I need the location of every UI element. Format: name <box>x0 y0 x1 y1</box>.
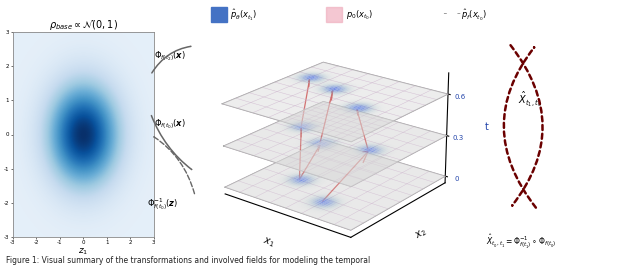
Y-axis label: $x_2$: $x_2$ <box>413 226 429 242</box>
Text: $\hat{X}_{t_1,t_0}$: $\hat{X}_{t_1,t_0}$ <box>518 90 542 109</box>
X-axis label: $x_1$: $x_1$ <box>262 235 276 250</box>
Text: $\Phi_{f(t_2)}(\boldsymbol{x})$: $\Phi_{f(t_2)}(\boldsymbol{x})$ <box>154 50 186 63</box>
Text: $\hat{X}_{t_0,t_1} = \Phi^{-1}_{f(t_1)} \circ \Phi_{f(t_0)}$: $\hat{X}_{t_0,t_1} = \Phi^{-1}_{f(t_1)} … <box>486 233 557 251</box>
Y-axis label: $z_2$: $z_2$ <box>0 129 4 140</box>
Text: Figure 1: Visual summary of the transformations and involved fields for modeling: Figure 1: Visual summary of the transfor… <box>6 256 371 265</box>
Text: $\hat{p}_f(x_{t_0})$: $\hat{p}_f(x_{t_0})$ <box>461 8 486 23</box>
Text: $\Phi^{-1}_{f(t_0)}(\boldsymbol{z})$: $\Phi^{-1}_{f(t_0)}(\boldsymbol{z})$ <box>147 196 179 213</box>
Text: - -: - - <box>442 8 462 18</box>
X-axis label: $z_1$: $z_1$ <box>78 247 88 257</box>
Text: $\Phi_{f(t_0)}(\boldsymbol{x})$: $\Phi_{f(t_0)}(\boldsymbol{x})$ <box>154 117 186 130</box>
Text: $p_0(x_{t_0})$: $p_0(x_{t_0})$ <box>346 8 373 22</box>
Text: $\hat{p}_\theta(x_{t_1})$: $\hat{p}_\theta(x_{t_1})$ <box>230 8 258 23</box>
Title: $\rho_{base} \propto \mathcal{N}(0,1)$: $\rho_{base} \propto \mathcal{N}(0,1)$ <box>49 18 118 32</box>
